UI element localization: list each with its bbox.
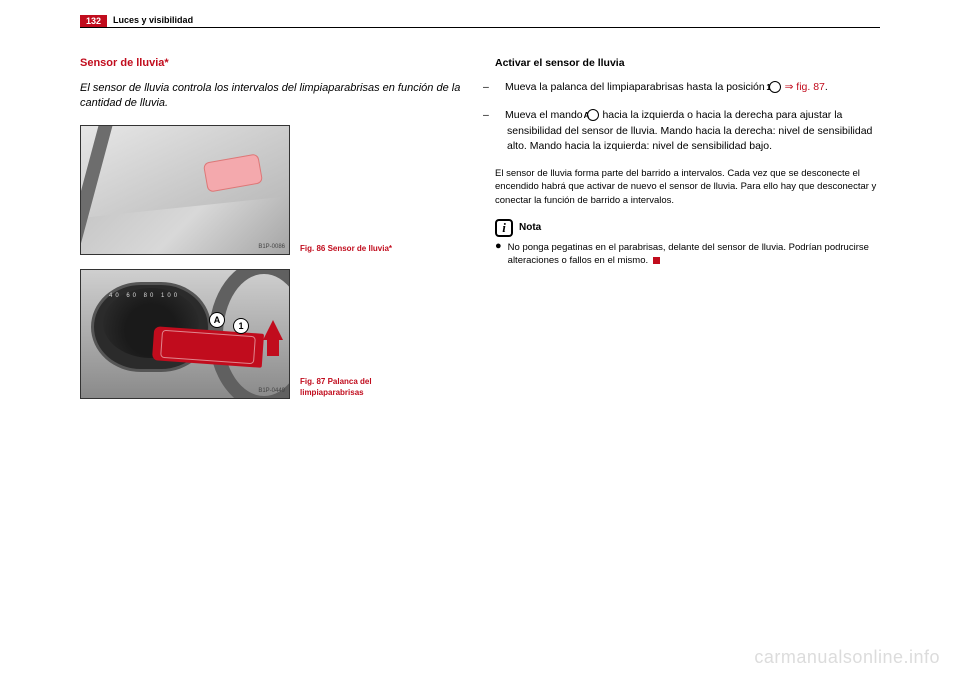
subsection-title: Sensor de lluvia* — [80, 56, 465, 71]
note-text: No ponga pegatinas en el parabrisas, del… — [508, 241, 880, 268]
figure-87: 40 60 80 100 A 1 B1P-0449 Fig. 87 Palanc… — [80, 269, 465, 399]
figure-86-caption: Fig. 86 Sensor de lluvia* — [300, 244, 400, 255]
figure-86: B1P-0086 Fig. 86 Sensor de lluvia* — [80, 125, 465, 255]
figure-87-caption: Fig. 87 Palanca del limpiaparabrisas — [300, 377, 400, 399]
step-2-text-a: Mueva el mando — [505, 109, 586, 121]
page-number: 132 — [80, 15, 107, 27]
figure-87-image: 40 60 80 100 A 1 B1P-0449 — [80, 269, 290, 399]
step-dash: – — [495, 80, 505, 96]
section-title: Luces y visibilidad — [107, 15, 193, 27]
manual-page: 132 Luces y visibilidad Sensor de lluvia… — [80, 10, 880, 630]
left-column: Sensor de lluvia* El sensor de lluvia co… — [80, 56, 465, 413]
end-square-icon — [653, 257, 660, 264]
note-header: i Nota — [495, 219, 880, 237]
step-1-text-a: Mueva la palanca del limpiaparabrisas ha… — [505, 81, 768, 93]
step-2: –Mueva el mando A hacia la izquierda o h… — [507, 108, 880, 155]
note-bullet: ● No ponga pegatinas en el parabrisas, d… — [495, 241, 880, 268]
callout-ref-a: A — [587, 109, 599, 121]
callout-badge-1: 1 — [233, 318, 249, 334]
procedure-title: Activar el sensor de lluvia — [495, 56, 880, 70]
right-column: Activar el sensor de lluvia –Mueva la pa… — [495, 56, 880, 413]
content-columns: Sensor de lluvia* El sensor de lluvia co… — [80, 56, 880, 413]
step-dash: – — [495, 108, 505, 124]
figure-86-code: B1P-0086 — [258, 243, 285, 251]
wiper-stalk-highlight — [152, 326, 264, 368]
callout-ref-1: 1 — [769, 81, 781, 93]
page-header: 132 Luces y visibilidad — [80, 10, 880, 28]
figure-86-image: B1P-0086 — [80, 125, 290, 255]
bullet-icon: ● — [495, 241, 502, 268]
note-text-content: No ponga pegatinas en el parabrisas, del… — [508, 242, 869, 266]
watermark: carmanualsonline.info — [754, 647, 940, 668]
body-paragraph: El sensor de lluvia forma parte del barr… — [495, 167, 880, 207]
figure-ref: ⇒ fig. 87 — [785, 81, 825, 93]
up-arrow-icon — [263, 320, 283, 340]
figure-87-code: B1P-0449 — [258, 387, 285, 395]
intro-text: El sensor de lluvia controla los interva… — [80, 81, 465, 111]
callout-badge-a: A — [209, 312, 225, 328]
note-label: Nota — [519, 221, 541, 235]
step-1-end: . — [825, 81, 828, 93]
info-icon: i — [495, 219, 513, 237]
step-1: –Mueva la palanca del limpiaparabrisas h… — [507, 80, 880, 96]
gauge-ticks: 40 60 80 100 — [109, 292, 180, 300]
